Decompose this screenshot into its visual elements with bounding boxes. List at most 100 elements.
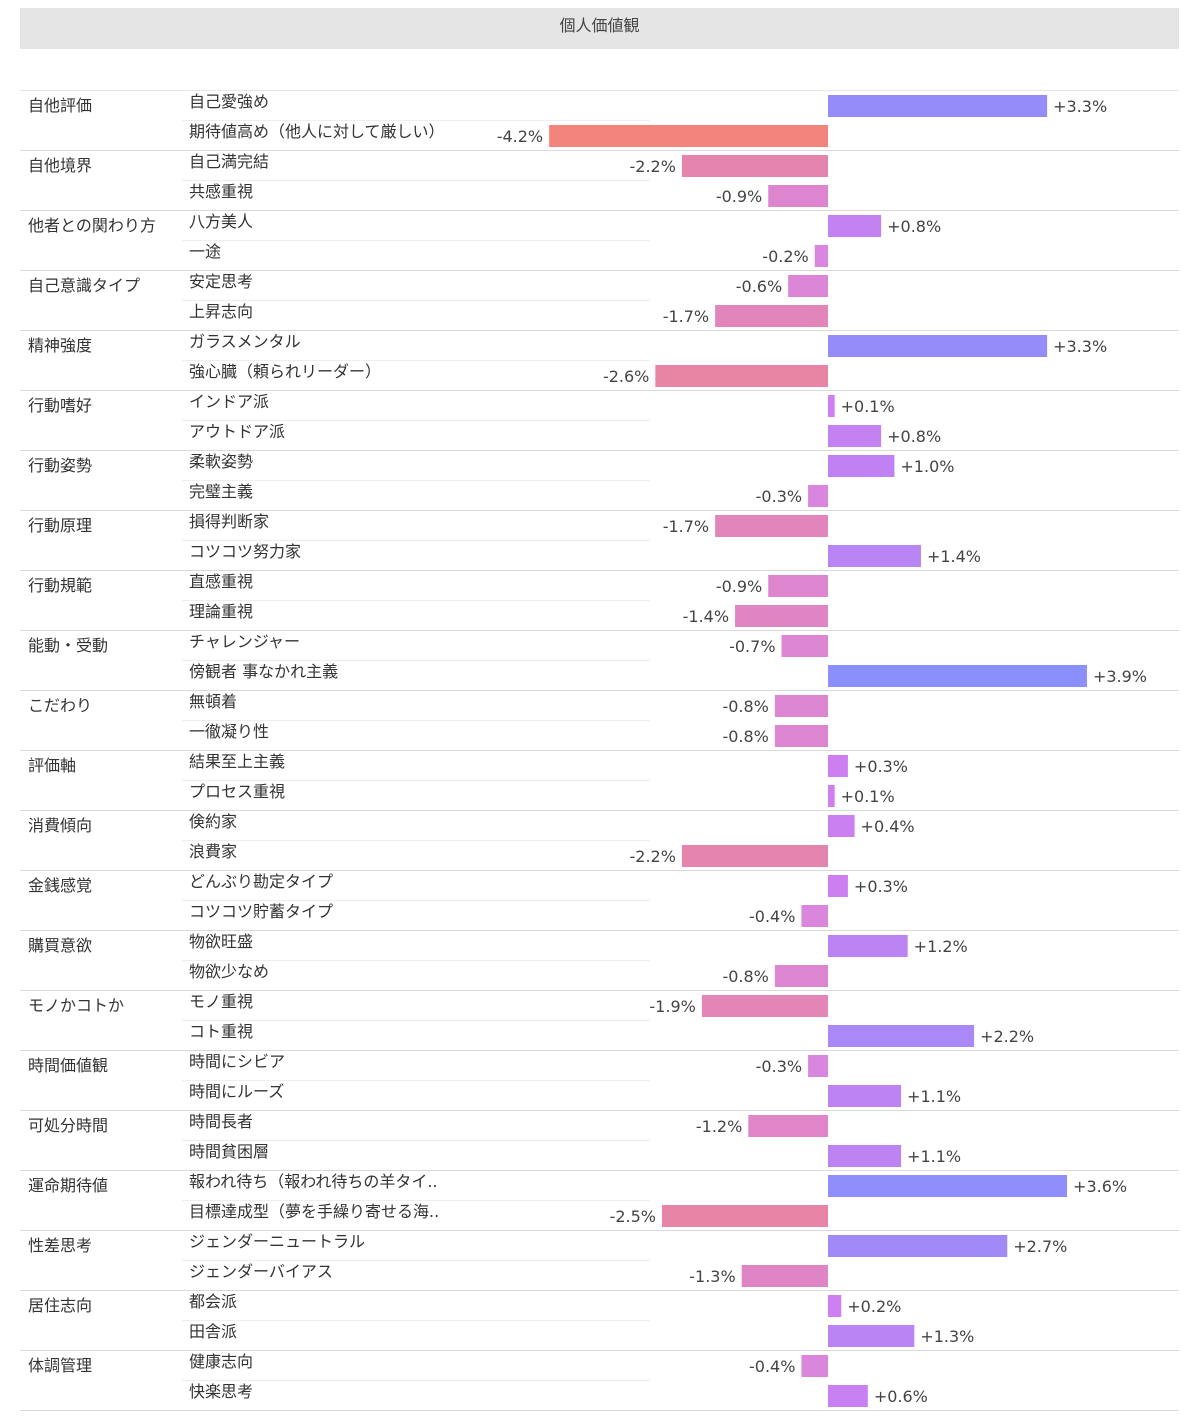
value-label: -0.9% — [716, 577, 762, 596]
value-label: -0.7% — [729, 637, 775, 656]
value-label: +2.2% — [980, 1027, 1034, 1046]
value-label: -0.3% — [756, 1057, 802, 1076]
item-label: 共感重視 — [189, 182, 253, 201]
bar — [788, 275, 828, 297]
category-label: 自己意識タイプ — [28, 276, 140, 295]
value-label: -0.3% — [756, 487, 802, 506]
bar — [828, 1025, 975, 1047]
category-label: 評価軸 — [28, 756, 76, 775]
item-label: 自己満完結 — [189, 152, 269, 171]
item-label: 健康志向 — [189, 1352, 253, 1371]
item-label: 浪費家 — [189, 842, 237, 861]
item-label: 時間にシビア — [189, 1052, 285, 1071]
bar — [828, 935, 908, 957]
item-label: ジェンダーニュートラル — [189, 1232, 365, 1251]
bar — [828, 455, 895, 477]
category-label: 精神強度 — [28, 336, 92, 355]
item-label: ガラスメンタル — [189, 332, 301, 351]
item-label: 一途 — [189, 242, 221, 261]
bar — [828, 1175, 1068, 1197]
item-label: 柔軟姿勢 — [189, 452, 253, 471]
bar — [828, 425, 882, 447]
item-label: 時間長者 — [189, 1112, 253, 1131]
item-label: アウトドア派 — [189, 422, 285, 441]
value-label: -2.2% — [629, 157, 675, 176]
item-label: チャレンジャー — [189, 632, 300, 651]
value-label: -0.8% — [722, 967, 768, 986]
item-label: 目標達成型（夢を手繰り寄せる海.. — [189, 1202, 439, 1221]
item-label: 田舎派 — [189, 1322, 237, 1341]
bar — [808, 1055, 828, 1077]
value-label: -1.3% — [689, 1267, 735, 1286]
bar — [828, 335, 1048, 357]
value-label: +1.0% — [900, 457, 954, 476]
item-label: 直感重視 — [189, 572, 253, 591]
value-label: -0.9% — [716, 187, 762, 206]
item-label: 無頓着 — [189, 692, 237, 711]
value-label: +1.1% — [907, 1147, 961, 1166]
value-label: +0.6% — [874, 1387, 928, 1406]
value-label: +3.3% — [1053, 337, 1107, 356]
value-label: +3.3% — [1053, 97, 1107, 116]
value-label: +0.1% — [841, 787, 895, 806]
category-label: 時間価値観 — [28, 1056, 108, 1075]
item-label: 傍観者 事なかれ主義 — [189, 662, 338, 681]
bar — [701, 995, 828, 1017]
bar — [828, 755, 848, 777]
bar — [828, 395, 835, 417]
bar — [828, 1085, 902, 1107]
item-label: 自己愛強め — [189, 92, 269, 111]
category-label: モノかコトか — [28, 996, 124, 1015]
bar — [828, 215, 882, 237]
category-label: 行動姿勢 — [28, 456, 92, 475]
item-label: 時間貧困層 — [189, 1142, 269, 1161]
bar — [741, 1265, 828, 1287]
item-label: 強心臓（頼られリーダー） — [189, 362, 381, 381]
item-label: 都会派 — [189, 1292, 237, 1311]
bar — [828, 1235, 1008, 1257]
value-label: -0.8% — [722, 727, 768, 746]
item-label: コト重視 — [189, 1022, 253, 1041]
bar — [774, 695, 828, 717]
bar — [715, 305, 828, 327]
item-label: ジェンダーバイアス — [189, 1262, 333, 1281]
bar — [681, 155, 828, 177]
category-label: 金銭感覚 — [28, 876, 92, 895]
category-label: 体調管理 — [28, 1356, 92, 1375]
item-label: 損得判断家 — [189, 512, 269, 531]
category-label: 性差思考 — [28, 1236, 92, 1255]
category-label: 居住志向 — [28, 1296, 92, 1315]
bar — [801, 1355, 828, 1377]
item-label: 結果至上主義 — [189, 752, 285, 771]
category-label: 自他境界 — [28, 156, 92, 175]
category-label: こだわり — [28, 696, 92, 715]
value-label: +1.3% — [920, 1327, 974, 1346]
value-label: +0.1% — [841, 397, 895, 416]
bar — [828, 875, 848, 897]
bar — [549, 125, 828, 147]
value-label: +0.4% — [861, 817, 915, 836]
category-label: 自他評価 — [28, 96, 92, 115]
bar — [828, 545, 921, 567]
item-label: インドア派 — [189, 392, 269, 411]
value-label: +0.8% — [887, 427, 941, 446]
item-label: 物欲少なめ — [189, 962, 269, 981]
item-label: 倹約家 — [189, 812, 237, 831]
category-label: 購買意欲 — [28, 936, 92, 955]
item-label: モノ重視 — [189, 992, 253, 1011]
value-label: -0.2% — [762, 247, 808, 266]
value-label: -0.4% — [749, 1357, 795, 1376]
bar — [828, 1145, 902, 1167]
value-label: +1.2% — [914, 937, 968, 956]
category-label: 他者との関わり方 — [28, 216, 156, 235]
item-label: 安定思考 — [189, 272, 253, 291]
value-label: -2.5% — [610, 1207, 656, 1226]
item-label: 期待値高め（他人に対して厳しい） — [189, 122, 445, 141]
bar — [828, 785, 835, 807]
bar — [808, 485, 828, 507]
value-label: +3.9% — [1093, 667, 1147, 686]
value-label: -4.2% — [497, 127, 543, 146]
bar — [735, 605, 828, 627]
bar — [715, 515, 828, 537]
item-label: コツコツ貯蓄タイプ — [189, 902, 333, 921]
